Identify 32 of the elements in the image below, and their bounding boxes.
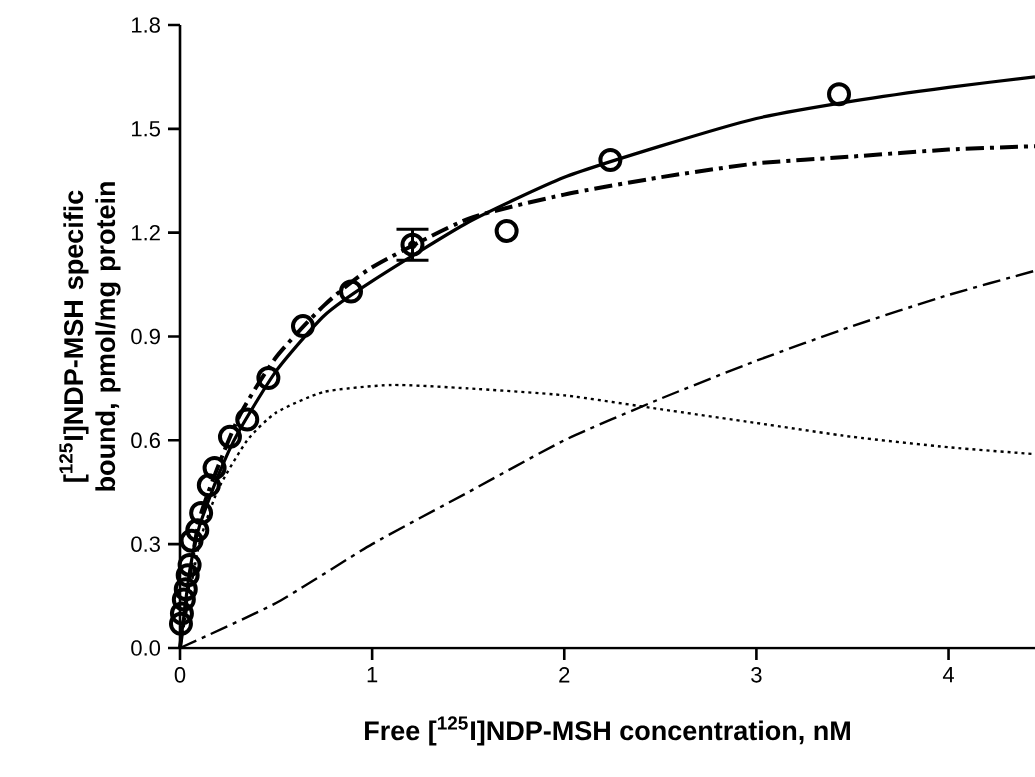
- point: [175, 563, 200, 588]
- y-tick-label: 0.6: [131, 432, 160, 449]
- point: [185, 518, 210, 543]
- point: [290, 314, 315, 339]
- point: [169, 601, 194, 626]
- x-axis-title: Free [$^{125}$I]NDP-MSH concentration, nM: [365, 716, 850, 746]
- point: [235, 407, 260, 432]
- y-tick-label: 0.0: [131, 640, 161, 656]
- x-tick-label: 2: [559, 667, 570, 683]
- x-tick-label: 0: [174, 667, 186, 683]
- point: [173, 577, 198, 602]
- point: [494, 218, 519, 243]
- point: [179, 528, 204, 553]
- point: [256, 366, 281, 391]
- y-tick-label: 0.3: [131, 536, 160, 552]
- point: [177, 552, 202, 577]
- y-tick-label: 0.9: [131, 328, 160, 345]
- point: [202, 456, 227, 481]
- y-tick-label: 1.8: [132, 17, 160, 33]
- y-tick-label: 1.2: [132, 225, 160, 241]
- x-tick-label: 3: [751, 667, 762, 683]
- point: [189, 501, 214, 525]
- y-tick-label: 1.5: [132, 121, 160, 137]
- point: [171, 587, 196, 612]
- point: [217, 424, 242, 449]
- x-tick-label: 1: [367, 667, 378, 683]
- x-tick-label: 4: [942, 667, 954, 683]
- point: [598, 147, 623, 172]
- point: [339, 279, 364, 304]
- point: [168, 611, 193, 636]
- point: [196, 473, 221, 498]
- point: [827, 82, 852, 107]
